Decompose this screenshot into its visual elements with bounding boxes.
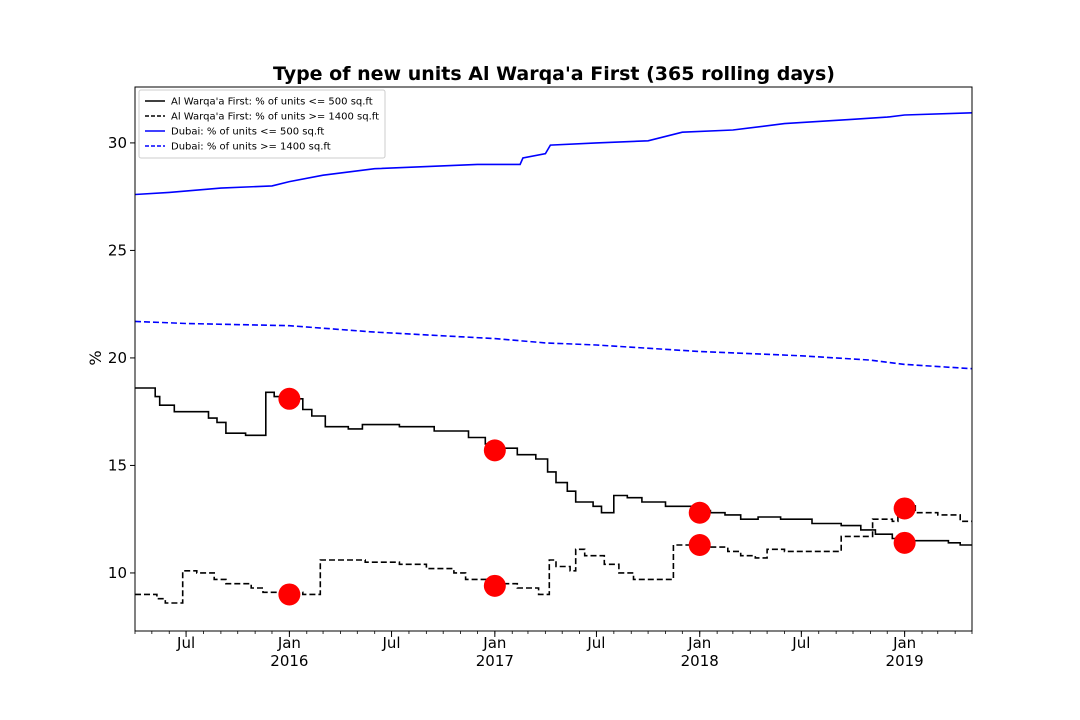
legend: Al Warqa'a First: % of units <= 500 sq.f… [138,89,386,159]
x-tick-year-label: 2018 [681,652,719,670]
y-tick-label: 25 [108,241,127,259]
y-axis-label: % [86,350,105,365]
x-tick-label: Jan [277,634,301,652]
series-line-2 [135,503,972,604]
legend-label-1: Al Warqa'a First: % of units <= 500 sq.f… [171,97,373,108]
red-marker-4 [483,574,506,597]
x-tick-year-label: 2017 [476,652,514,670]
legend-label-3: Dubai: % of units <= 500 sq.ft [171,127,324,138]
red-marker-8 [893,531,916,554]
plot-frame [134,86,973,632]
y-tick-label: 15 [108,456,127,474]
x-tick-label: Jul [381,634,400,652]
series-line-3 [135,112,972,196]
y-tick-label: 30 [108,134,127,152]
legend-label-4: Dubai: % of units >= 1400 sq.ft [171,142,331,153]
series-line-4 [135,320,972,370]
y-tick-label: 10 [108,564,127,582]
x-tick-label: Jul [176,634,195,652]
x-tick-year-label: 2016 [270,652,308,670]
plot-area [135,112,972,606]
x-tick-label: Jan [892,634,916,652]
legend-label-2: Al Warqa'a First: % of units >= 1400 sq.… [171,112,379,123]
chart-title: Type of new units Al Warqa'a First (365 … [273,63,835,85]
x-tick-label: Jan [687,634,711,652]
x-tick-label: Jul [791,634,810,652]
red-marker-3 [483,439,506,462]
red-marker-7 [893,497,916,520]
x-tick-label: Jul [586,634,605,652]
x-tick-label: Jan [482,634,506,652]
x-tick-year-label: 2019 [886,652,924,670]
series-line-1 [135,387,972,546]
legend-box [138,89,386,159]
red-marker-6 [688,533,711,556]
red-marker-2 [278,583,301,606]
red-marker-1 [278,387,301,410]
y-tick-label: 20 [108,349,127,367]
red-marker-5 [688,501,711,524]
